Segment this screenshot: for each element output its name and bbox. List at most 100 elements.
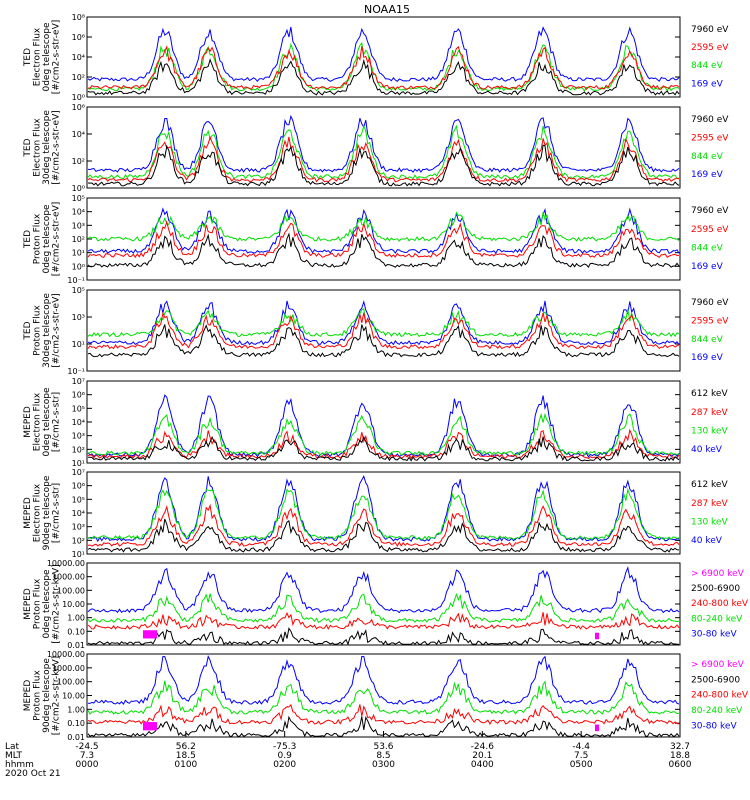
legend-entry: 240-800 keV [691,599,749,609]
series-trace-black [87,324,680,358]
legend-entry: 844 eV [691,152,724,162]
series-trace-black [87,627,679,646]
y-axis-label: TEDElectron Flux0deg telescope[#/cm2-s-s… [23,20,62,95]
y-tick-label: 0.10 [67,627,85,636]
legend-entry: 7960 eV [691,25,729,35]
series-trace-green [87,308,680,338]
y-tick-label: 10² [72,73,85,82]
legend-entry: 30-80 keV [691,630,737,640]
y-tick-label: 10⁵ [72,404,85,413]
legend-entry: 2595 eV [691,133,729,143]
series-trace-green [87,41,680,92]
series-trace-red [87,220,680,259]
x-tick-lat: -24.5 [75,742,98,752]
legend-entry: 2595 eV [691,225,729,235]
legend: 612 keV 287 keV 130 keV 40 keV [691,480,728,546]
legend-entry: 612 keV [691,389,728,399]
series-marker-magenta [143,630,157,639]
y-tick-label: 10⁶ [72,482,85,491]
legend-entry: 169 eV [691,170,724,180]
panel-8: 0.01 0.10 1.00 10.00 100.00 1000.00 10000.00ME… [23,650,749,742]
series-marker-magenta [143,722,157,731]
legend-entry: 169 eV [691,262,724,272]
panel-6: 10¹ 10² 10³ 10⁴ 10⁵ 10⁶ 10⁷ MEPEDElectron Flux9… [23,468,728,559]
plot-frame [86,197,681,281]
y-tick-label: 10⁸ [72,13,85,22]
legend-entry: 130 keV [691,426,728,436]
x-tick-mlt: 18.8 [670,751,690,761]
legend-entry: > 6900 keV [691,660,745,670]
panel-7: 0.01 0.10 1.00 10.00 100.00 1000.00 10000.00ME… [23,559,749,650]
legend: 7960 eV 2595 eV 844 eV 169 eV [691,115,729,180]
x-row-label: hhmm [5,760,34,770]
series-marker-magenta [595,724,599,732]
series-trace-black [87,144,680,187]
y-tick-label: 10⁵ [72,286,85,295]
x-tick-mlt: 0.9 [278,751,293,761]
legend-entry: 169 eV [691,353,724,363]
legend-entry: 169 eV [691,79,724,89]
plot-frame [86,653,681,738]
legend-entry: 80-240 keV [691,614,743,624]
x-tick-mlt: 7.5 [574,751,588,761]
legend-entry: 80-240 keV [691,706,743,716]
y-tick-label: 10⁶ [72,391,85,400]
y-tick-label: 10⁴ [72,208,85,217]
y-tick-label: 10⁴ [72,509,85,518]
date-label: 2020 Oct 21 [5,769,61,779]
plot-frame [86,289,681,372]
x-tick-mlt: 8.5 [376,751,390,761]
y-tick-label: 1000.00 [52,573,85,582]
series-trace-blue [87,394,680,458]
legend-entry: 2500-6900 [691,675,740,685]
series-trace-green [87,680,680,715]
series-trace-blue [87,565,680,614]
series-trace-black [87,232,680,268]
y-tick-label: 10³ [72,432,85,441]
y-tick-label: 10⁻¹ [67,367,85,376]
x-tick-lat: -24.6 [471,742,495,752]
y-tick-label: 10⁵ [72,194,85,203]
series-trace-blue [87,475,680,543]
y-tick-label: 1.00 [67,705,85,714]
legend-entry: 287 keV [691,499,728,509]
y-axis-label: TEDProton Flux30deg telescope[#/cm2-s-st… [23,293,62,368]
y-axis-label: TEDElectron Flux30deg telescope[#/cm2-s-… [23,110,62,185]
y-tick-label: 10.00 [62,692,85,701]
y-tick-label: 10³ [72,313,85,322]
y-tick-label: 10⁵ [72,495,85,504]
y-tick-label: 10² [72,235,85,244]
series-trace-red [87,311,680,350]
series-trace-blue [87,299,680,346]
y-axis-label: TEDProton Flux0deg telescope[#/cm2-s-str… [23,202,62,277]
plot-frame [86,106,681,189]
x-row-label: Lat [5,742,20,752]
x-tick-hhmm: 0600 [669,760,692,770]
y-tick-label: 10⁷ [72,468,85,477]
figure-title: NOAA15 [364,3,410,16]
legend: 7960 eV 2595 eV 844 eV 169 eV [691,25,729,90]
series-trace-red [87,428,680,460]
x-tick-hhmm: 0200 [273,760,296,770]
y-tick-label: 10⁶ [72,103,85,112]
series-trace-black [87,518,680,553]
y-tick-label: 10² [72,157,85,166]
series-trace-blue [87,26,680,82]
legend-entry: 844 eV [691,61,724,71]
legend-entry: 2500-6900 [691,584,740,594]
y-tick-label: 10¹ [72,249,85,258]
legend: 612 keV 287 keV 130 keV 40 keV [691,389,728,455]
legend-entry: 7960 eV [691,115,729,125]
legend-entry: 40 keV [691,536,723,546]
y-tick-label: 10000.00 [47,650,85,659]
series-trace-red [87,135,680,183]
x-tick-hhmm: 0000 [76,760,99,770]
x-tick-mlt: 18.5 [176,751,196,761]
panel-5: 10¹ 10² 10³ 10⁴ 10⁵ 10⁶ 10⁷ MEPEDElectron Flux0… [23,377,728,468]
series-trace-red [87,503,680,548]
panel-4: 10⁻¹ 10¹ 10³ 10⁵ TEDProton Flux30deg telesco… [23,286,729,376]
legend-entry: 844 eV [691,335,724,345]
series-trace-green [87,412,680,456]
y-tick-label: 0.01 [67,641,85,650]
